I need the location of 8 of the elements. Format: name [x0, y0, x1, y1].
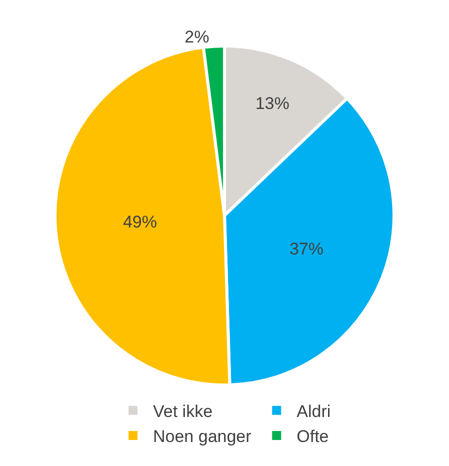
legend-label: Aldri	[296, 402, 331, 421]
data-label: 49%	[122, 212, 157, 232]
data-label: 13%	[255, 94, 290, 114]
data-label: 37%	[289, 240, 324, 259]
legend-label: Ofte	[296, 427, 329, 446]
data-label: 2%	[184, 27, 210, 46]
legend-label: Noen ganger	[153, 427, 252, 446]
legend-label: Vet ikke	[153, 402, 213, 421]
